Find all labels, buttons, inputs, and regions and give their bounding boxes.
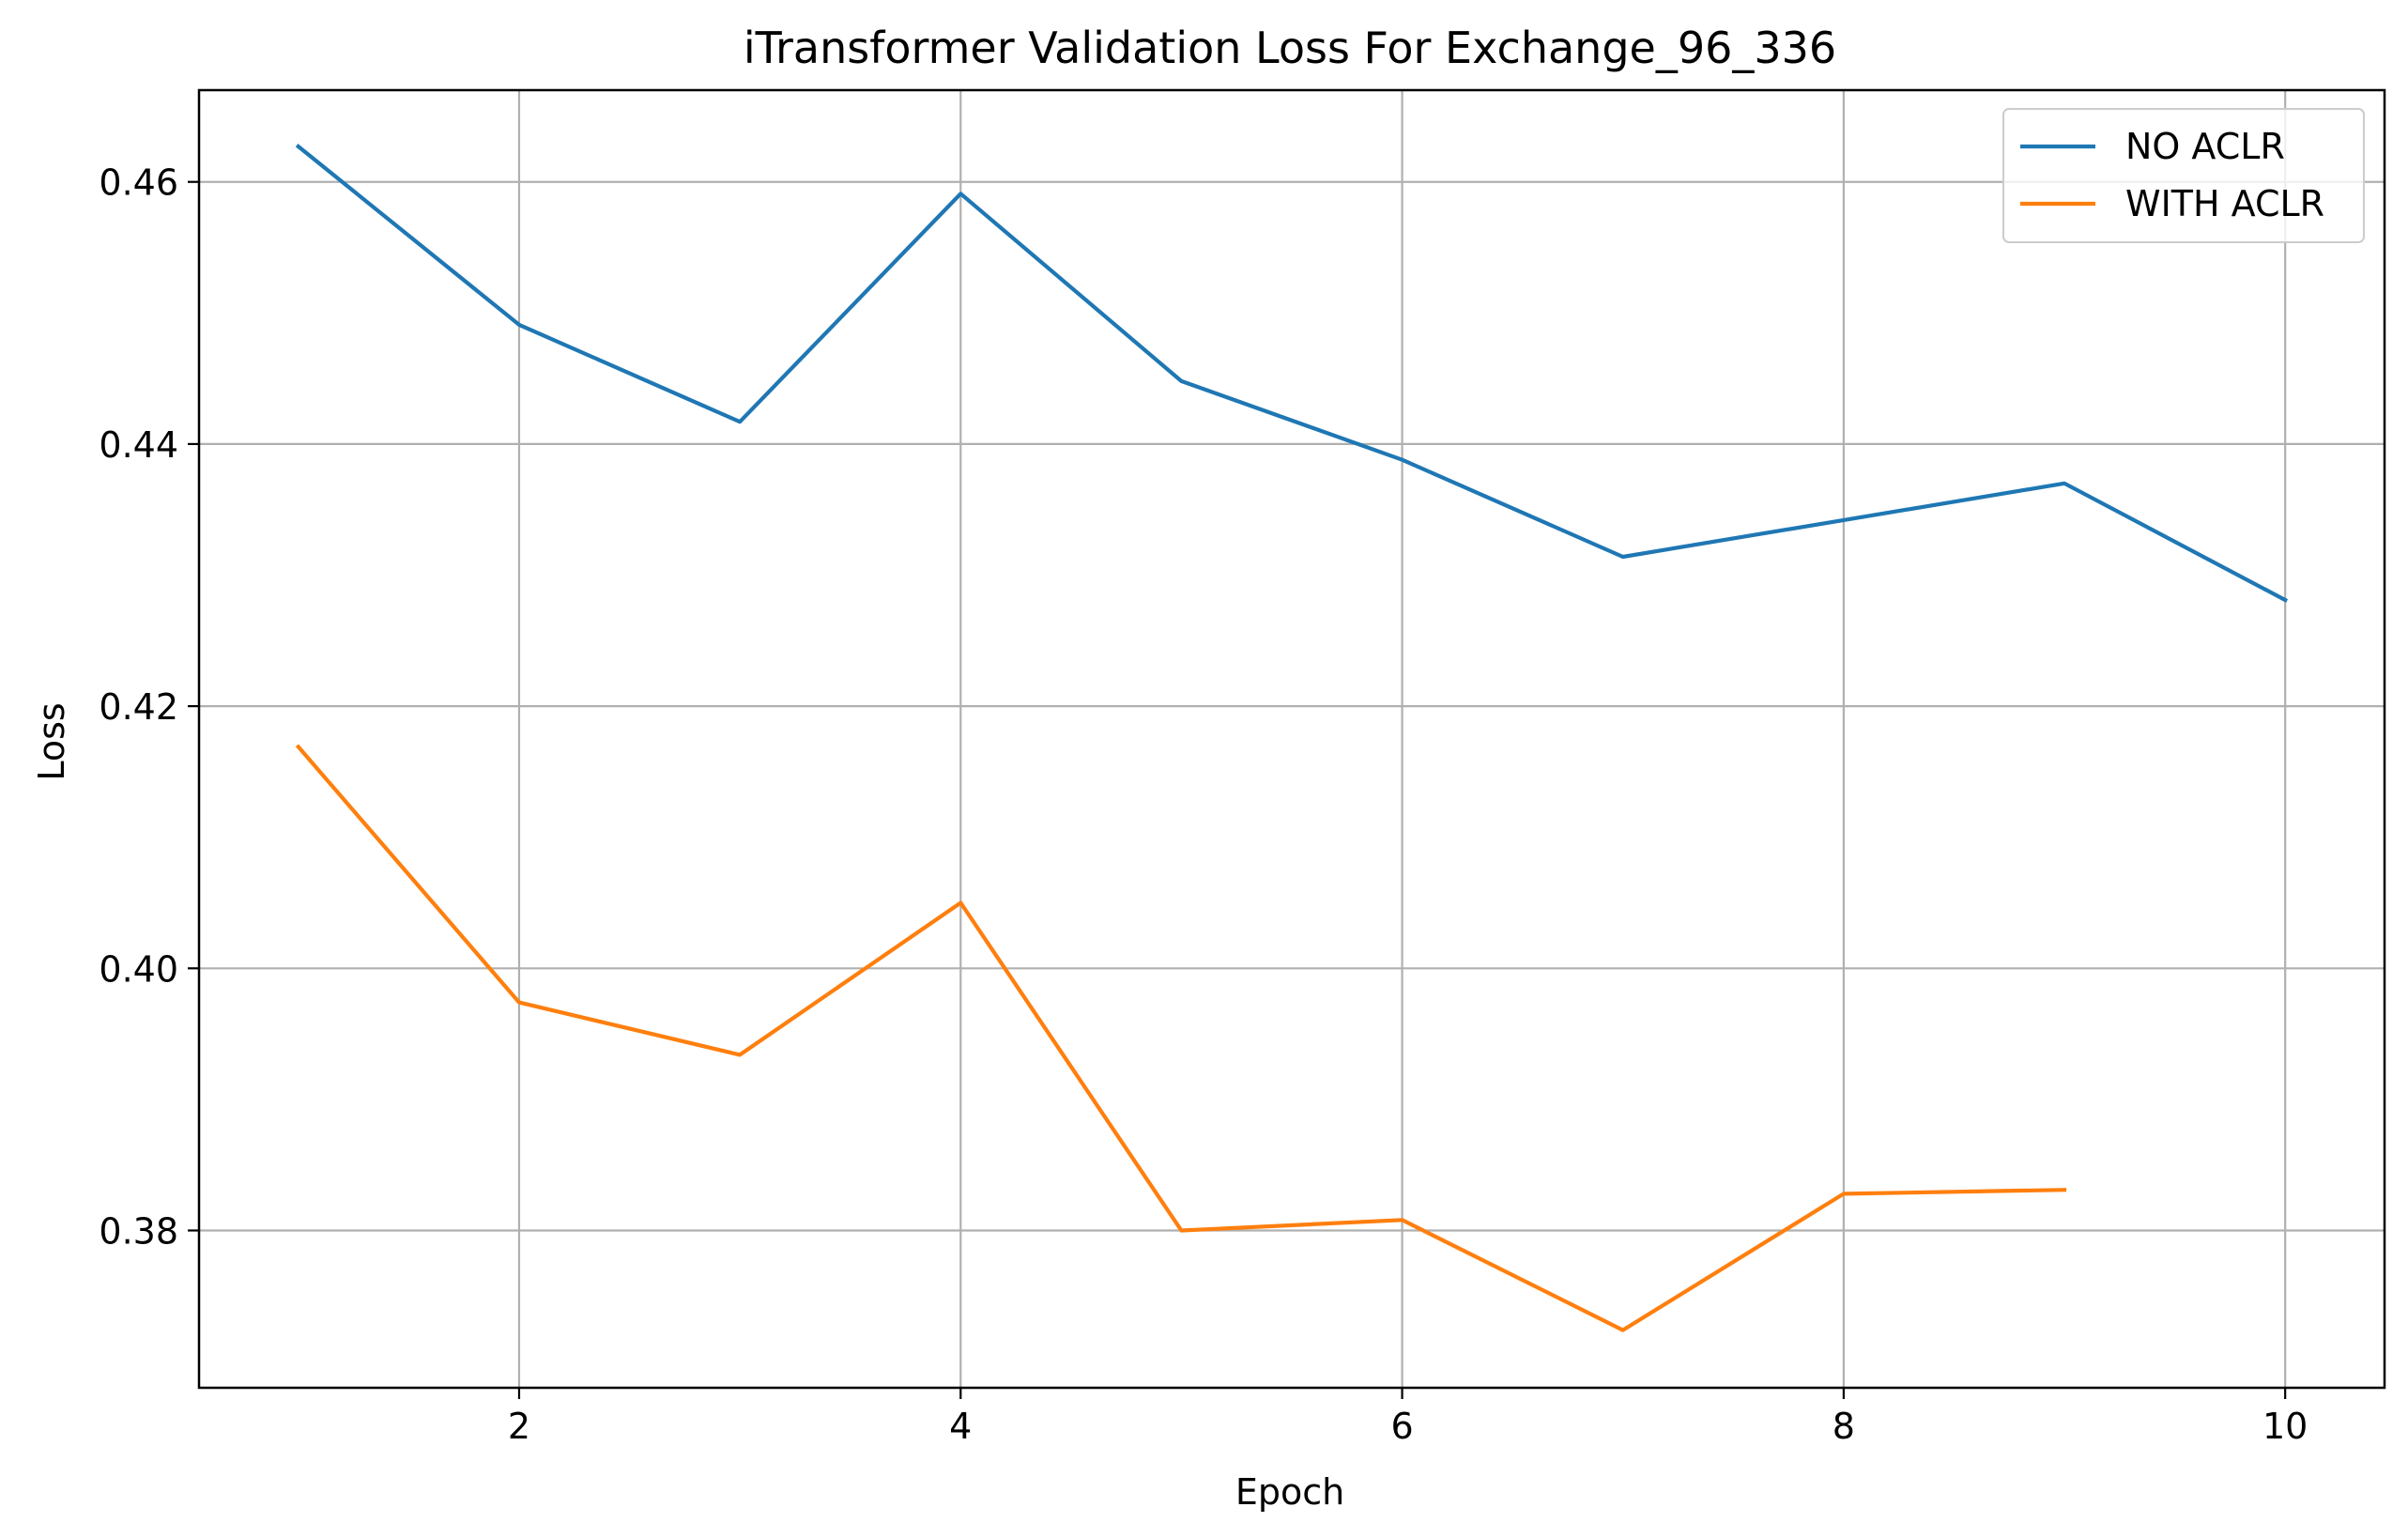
legend-entry-label: WITH ACLR (2125, 183, 2324, 224)
chart-title: iTransformer Validation Loss For Exchang… (744, 23, 1836, 73)
y-tick-label: 0.44 (99, 424, 178, 466)
x-tick-label: 10 (2262, 1406, 2308, 1447)
y-tick-label: 0.46 (99, 162, 178, 204)
y-axis-label: Loss (31, 702, 72, 780)
x-tick-label: 4 (949, 1406, 972, 1447)
series-line-no-aclr (295, 144, 2289, 603)
series-lines (295, 144, 2289, 1332)
plot-area-frame (197, 88, 2386, 1390)
y-tick-label: 0.42 (99, 686, 178, 728)
x-tick-label: 2 (508, 1406, 530, 1447)
legend-box (2002, 108, 2365, 243)
y-tick-label: 0.38 (99, 1210, 178, 1252)
x-tick-label: 8 (1833, 1406, 1855, 1447)
axis-ticks: 2 4 6 8 10 0.38 0.40 0.42 0.44 0.46 (99, 162, 2308, 1447)
legend: NO ACLR WITH ACLR (2002, 108, 2365, 243)
y-tick-label: 0.40 (99, 948, 178, 990)
x-axis-label: Epoch (1235, 1471, 1344, 1513)
series-line-with-aclr (295, 744, 2067, 1332)
x-tick-label: 6 (1390, 1406, 1413, 1447)
legend-entry-label: NO ACLR (2125, 126, 2285, 167)
